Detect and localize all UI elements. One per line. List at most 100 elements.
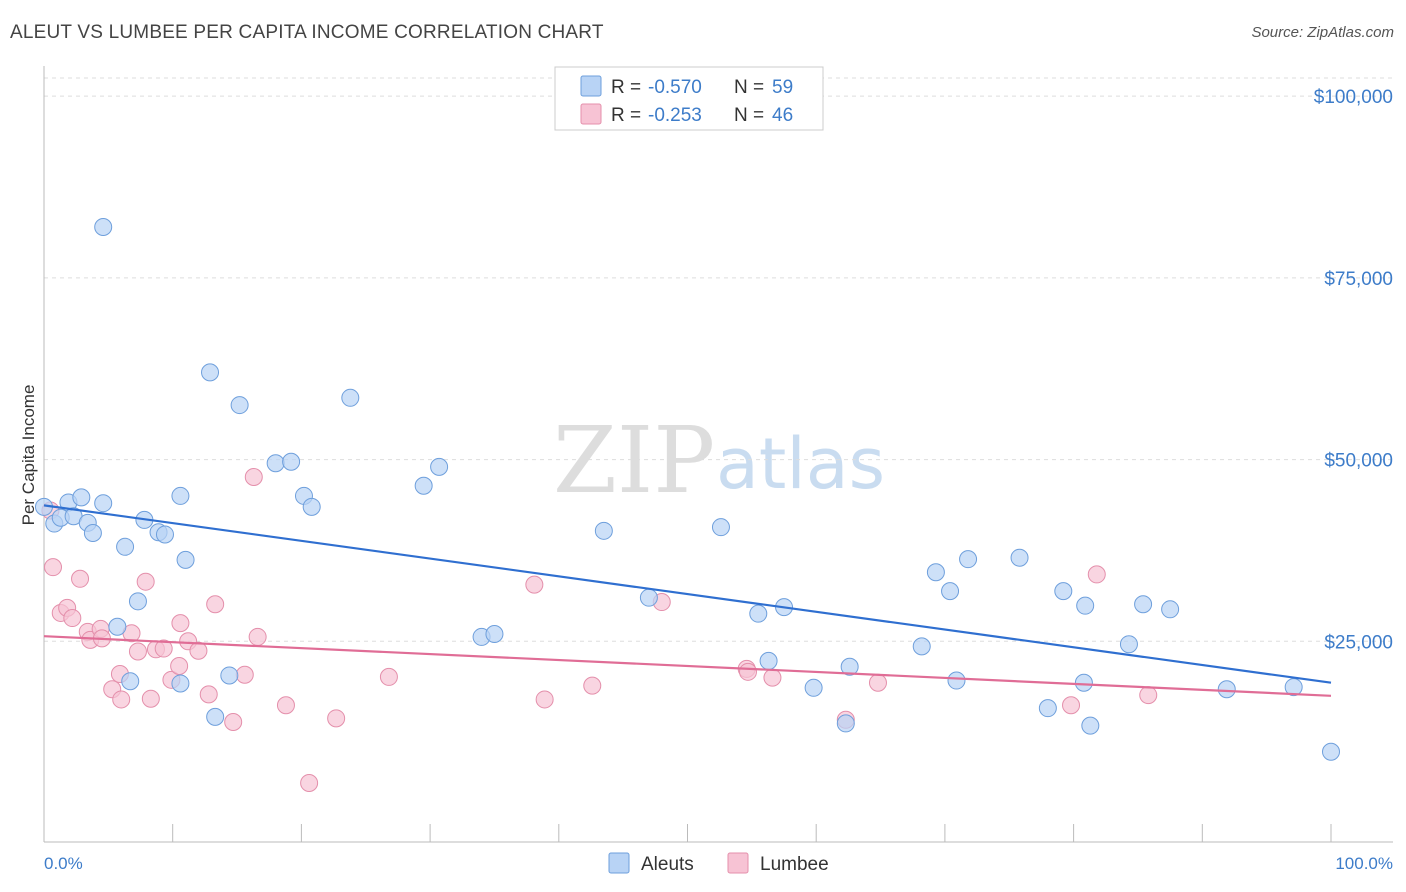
aleut-point [1161,600,1180,619]
aleut-point [639,588,658,607]
y-axis-label: Per Capita Income [19,385,38,526]
aleut-point [72,488,91,507]
aleut-r-value: -0.570 [648,77,702,98]
aleut-point [414,476,433,495]
lumbee-point [738,662,757,681]
lumbee-point [224,712,243,731]
aleut-point [94,218,113,236]
trend-lines [43,504,1332,697]
lumbee-point [141,689,160,708]
lumbee-point [189,641,208,660]
lumbee-points [41,468,1158,793]
aleut-point [116,537,135,556]
aleut-point [959,550,978,569]
lumbee-point [112,690,131,709]
aleut-point [836,714,855,733]
aleut-point [341,388,360,407]
lumbee-point [868,673,887,692]
lumbee-point [327,709,346,728]
lumbee-r-label: R = [611,105,641,126]
axes [43,66,1393,843]
aleut-point [171,674,190,693]
aleut-point [804,678,823,697]
y-tick-label: $50,000 [1324,451,1393,472]
aleut-point [1134,595,1153,614]
aleut-point [912,637,931,656]
aleut-point [430,457,449,476]
aleut-n-value: 59 [772,77,793,98]
lumbee-point [248,627,267,646]
gridlines [44,77,1393,642]
watermark-zip: ZIP [553,407,715,514]
aleut-point [201,363,220,382]
lumbee-point [244,468,263,487]
x-tick-label-max: 100.0% [1335,854,1393,873]
lumbee-point [535,690,554,709]
lumbee-swatch [727,852,749,874]
aleut-point [302,497,321,516]
y-tick-label: $25,000 [1324,632,1393,653]
lumbee-point [1062,696,1081,715]
aleut-point [155,525,174,544]
aleut-point [206,707,225,726]
chart-title: ALEUT VS LUMBEE PER CAPITA INCOME CORREL… [10,22,604,43]
lumbee-n-value: 46 [772,105,793,126]
aleut-point [230,396,249,415]
aleut-point [83,523,102,542]
lumbee-trend-line [43,635,1332,697]
y-tick-label: $100,000 [1314,87,1393,108]
aleut-n-label: N = [734,77,764,98]
lumbee-point [525,575,544,594]
lumbee-point [136,572,155,591]
aleut-point [1217,680,1236,699]
lumbee-point [276,696,295,715]
y-tick-labels: $25,000 $50,000 $75,000 $100,000 [1314,87,1393,653]
lumbee-point [379,667,398,686]
lumbee-point [583,676,602,695]
correlation-legend: R = -0.570 N = 59 R = -0.253 N = 46 [554,66,824,131]
aleut-legend-swatch [580,75,602,97]
aleut-point [94,494,113,513]
lumbee-n-label: N = [734,105,764,126]
aleut-point [1322,742,1340,761]
source-label: Source: ZipAtlas.com [1251,24,1394,41]
aleut-point [121,672,140,691]
aleut-point [266,454,285,473]
watermark-atlas: atlas [716,423,885,505]
aleuts-legend-label: Aleuts [641,854,694,875]
lumbee-point [128,642,147,661]
lumbee-point [300,774,319,793]
aleut-point [176,550,195,569]
lumbee-point [154,639,173,658]
aleut-point [485,625,504,644]
lumbee-r-value: -0.253 [648,105,702,126]
series-legend: Aleuts Lumbee [608,852,829,875]
y-tick-label: $75,000 [1324,269,1393,290]
aleut-point [1010,548,1029,567]
aleut-points [35,218,1340,761]
aleut-point [220,666,239,685]
lumbee-legend-label: Lumbee [760,854,829,875]
aleut-point [1054,582,1073,601]
aleut-point [759,651,778,670]
aleut-point [1074,673,1093,692]
aleut-point [108,617,127,636]
aleut-point [171,486,190,505]
lumbee-point [44,558,63,577]
lumbee-point [1139,686,1158,705]
aleut-r-label: R = [611,77,641,98]
aleut-point [1076,596,1095,615]
aleut-point [840,657,859,676]
aleut-point [941,582,960,601]
lumbee-point [63,609,82,628]
aleut-point [1081,716,1100,735]
lumbee-point [763,668,782,687]
aleut-point [711,518,730,537]
lumbee-point [170,657,189,676]
aleut-point [594,521,613,540]
aleut-point [749,604,768,623]
lumbee-point [206,595,225,614]
aleut-trend-line [43,504,1332,684]
aleut-point [128,592,147,611]
lumbee-legend-swatch [580,103,602,125]
